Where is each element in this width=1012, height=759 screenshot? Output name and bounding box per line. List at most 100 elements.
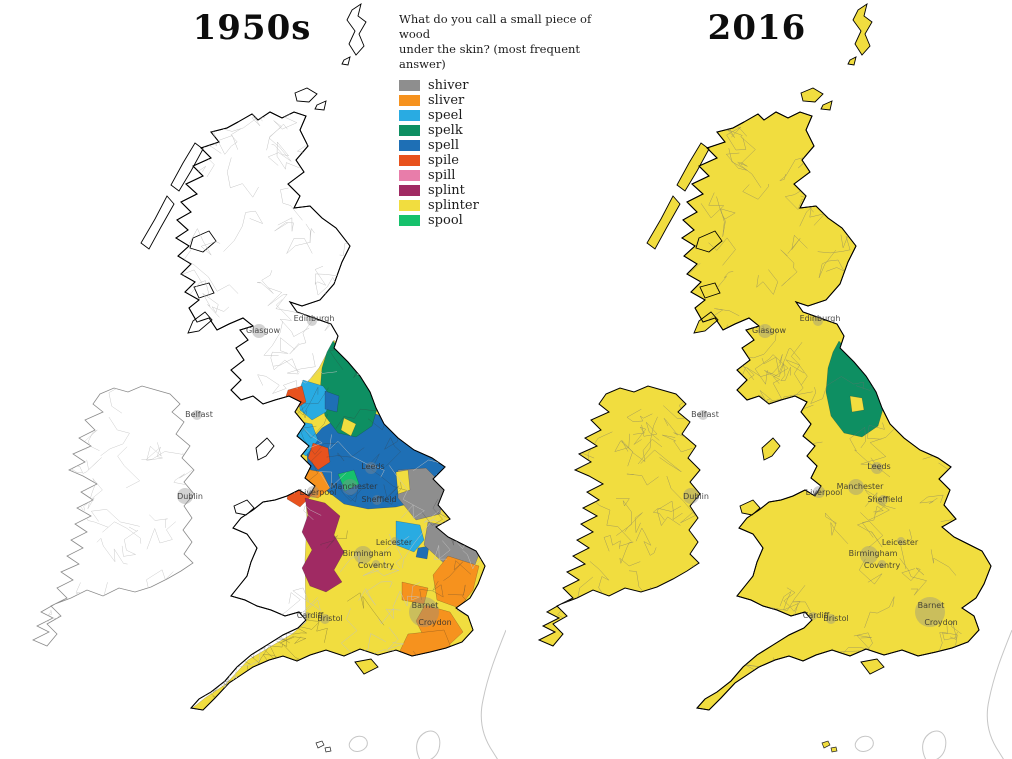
county-border	[176, 628, 217, 673]
county-border	[280, 187, 303, 221]
legend-label: spile	[428, 152, 460, 168]
county-border	[901, 567, 924, 582]
continental-coastline	[480, 629, 506, 759]
urban-area	[409, 597, 439, 627]
county-border	[275, 299, 310, 337]
county-border	[764, 363, 791, 381]
county-border	[899, 558, 928, 596]
county-border	[66, 457, 102, 474]
county-border	[635, 527, 657, 556]
county-border	[861, 505, 884, 538]
county-border	[277, 620, 322, 635]
county-border	[149, 514, 168, 528]
county-border	[47, 546, 71, 569]
county-border	[146, 569, 174, 595]
county-border	[963, 513, 986, 535]
urban-area	[915, 597, 945, 627]
legend-label: sliver	[428, 92, 465, 108]
urban-area	[354, 546, 372, 564]
legend-item-shiver: shiver	[399, 78, 614, 93]
county-border	[108, 386, 126, 414]
legend-item-sliver: sliver	[399, 93, 614, 108]
city-label-belfast: Belfast	[185, 410, 213, 419]
urban-area	[307, 316, 317, 326]
county-border	[754, 354, 789, 385]
county-border	[326, 447, 365, 462]
county-border	[202, 293, 230, 318]
city-label-birmingham: Birmingham	[343, 549, 392, 558]
shetland	[852, 2, 873, 56]
county-border	[477, 517, 485, 559]
county-border	[305, 223, 315, 243]
county-border	[856, 520, 884, 548]
county-border	[589, 561, 610, 602]
county-border	[860, 424, 899, 478]
county-border	[785, 359, 808, 386]
channel-island	[324, 746, 332, 753]
county-border	[629, 636, 646, 646]
region-shiver	[397, 467, 447, 521]
region-splinter	[849, 395, 865, 413]
county-border	[340, 608, 386, 655]
county-border	[273, 353, 316, 375]
city-label-manchester: Manchester	[837, 482, 884, 491]
county-border	[847, 330, 858, 347]
isle-of-man	[761, 437, 781, 461]
county-border	[479, 378, 485, 410]
county-border	[33, 447, 43, 478]
region-speel	[395, 520, 425, 553]
urban-area	[878, 560, 886, 568]
map-2016: Glasgow Edinburgh Belfast Dublin Leeds Manche…	[537, 2, 1012, 759]
orkney	[800, 87, 824, 103]
county-border	[424, 509, 447, 524]
urban-area	[391, 537, 399, 545]
county-border	[383, 482, 402, 505]
county-border	[117, 446, 141, 489]
county-border	[725, 148, 748, 171]
county-border	[270, 337, 300, 373]
city-label-liverpool: Liverpool	[300, 488, 337, 497]
county-border	[56, 625, 86, 646]
urban-area	[365, 462, 377, 474]
county-border	[860, 491, 890, 521]
county-border	[84, 592, 107, 639]
county-border	[433, 540, 451, 560]
county-border	[402, 516, 436, 569]
county-border	[957, 396, 983, 422]
county-border	[709, 377, 741, 404]
county-border	[185, 565, 194, 591]
channel-island	[315, 740, 325, 749]
city-label-coventry: Coventry	[864, 561, 901, 570]
county-border	[263, 676, 292, 706]
county-border	[652, 505, 682, 521]
urban-area	[177, 488, 193, 504]
county-border	[690, 566, 700, 586]
county-border	[82, 597, 111, 620]
city-label-liverpool: Liverpool	[806, 488, 843, 497]
urban-area	[758, 324, 772, 338]
skye	[695, 230, 723, 253]
urban-area	[813, 316, 823, 326]
county-border	[640, 449, 682, 473]
question-line-2: under the skin? (most frequent answer)	[399, 41, 581, 71]
legend-item-spell: spell	[399, 138, 614, 153]
county-border	[207, 651, 220, 686]
county-border	[453, 381, 473, 419]
county-border	[553, 441, 575, 463]
county-border	[421, 499, 443, 526]
orkney-east	[820, 100, 833, 111]
county-border	[334, 670, 366, 701]
legend-label: spelk	[428, 122, 463, 138]
county-border	[614, 433, 634, 453]
city-label-glasgow: Glasgow	[752, 326, 786, 335]
county-border	[475, 443, 485, 477]
county-border	[256, 270, 274, 294]
panel-title-1950s: 1950s	[192, 8, 312, 48]
urban-area	[848, 479, 864, 495]
islay	[187, 311, 213, 334]
county-border	[339, 483, 367, 503]
orkney	[294, 87, 318, 103]
county-border	[57, 413, 73, 428]
continental-coastline	[348, 735, 368, 752]
